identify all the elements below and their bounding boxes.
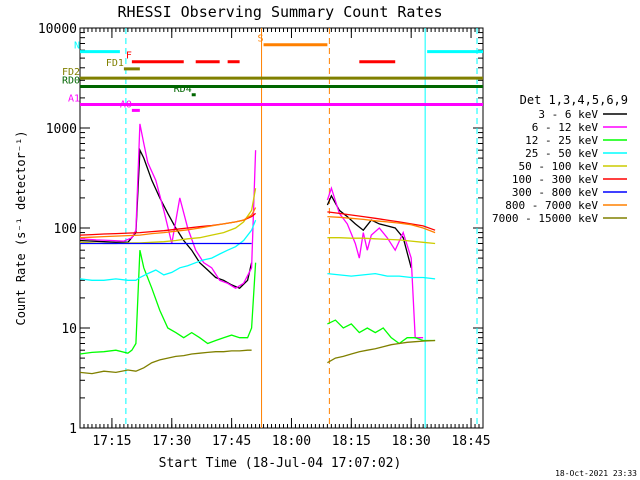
x-tick-label: 18:30 <box>392 434 431 449</box>
legend-entry-label: 800 - 7000 keV <box>505 199 598 212</box>
legend-entry-label: 50 - 100 keV <box>519 160 599 173</box>
chart-title: RHESSI Observing Summary Count Rates <box>117 3 442 21</box>
y-tick-label: 100 <box>54 222 77 237</box>
series-line <box>79 339 436 375</box>
y-tick-label: 10 <box>61 322 77 337</box>
series-line <box>79 207 436 239</box>
x-tick-label: 17:30 <box>152 434 191 449</box>
y-tick-label: 10000 <box>38 22 77 37</box>
footer-date: 18-Oct-2021 23:33 <box>555 469 637 478</box>
legend-entry-label: 12 - 25 keV <box>525 134 598 147</box>
legend-entry-label: 300 - 800 keV <box>512 186 598 199</box>
x-axis-label: Start Time (18-Jul-04 17:07:02) <box>159 456 402 471</box>
flag-label: FD1 <box>106 58 124 69</box>
flag-label: N <box>74 41 80 52</box>
flag-label: RD4 <box>174 84 192 95</box>
y-tick-label: 1 <box>69 422 77 437</box>
flag-label: FD2 <box>62 67 80 78</box>
flag-label: A1 <box>68 93 80 104</box>
legend-entry-label: 3 - 6 keV <box>538 108 598 121</box>
flag-label: S <box>258 34 264 45</box>
y-tick-label: 1000 <box>46 122 77 137</box>
legend-entry-label: 7000 - 15000 keV <box>492 212 598 225</box>
legend-entry-label: 25 - 50 keV <box>525 147 598 160</box>
legend-entry-label: 100 - 300 keV <box>512 173 598 186</box>
legend-title: Det 1,3,4,5,6,9 <box>520 93 628 107</box>
y-axis-label: Count Rate (s⁻¹ detector⁻¹) <box>14 130 28 325</box>
x-tick-label: 18:15 <box>332 434 371 449</box>
x-tick-label: 18:00 <box>272 434 311 449</box>
series-line <box>79 250 436 355</box>
flag-label: RD0 <box>62 76 80 87</box>
flag-label: F <box>126 51 132 62</box>
x-tick-label: 18:45 <box>451 434 490 449</box>
plot-area: 1 10 100 1000 10000 17:15 17:30 17:45 18:00 18:15… <box>38 22 491 449</box>
legend-entry-label: 6 - 12 keV <box>532 121 599 134</box>
x-tick-label: 17:15 <box>92 434 131 449</box>
x-tick-label: 17:45 <box>212 434 251 449</box>
series-line <box>79 219 436 281</box>
